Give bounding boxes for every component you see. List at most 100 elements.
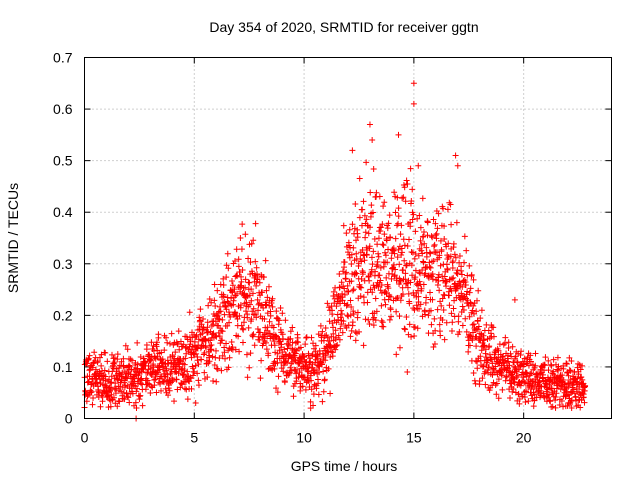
data-point [480, 336, 487, 343]
data-point [91, 349, 98, 356]
data-point [528, 392, 535, 399]
data-point [172, 349, 179, 356]
data-point [545, 357, 552, 364]
data-point [458, 290, 465, 297]
data-point [140, 366, 147, 373]
data-point [263, 339, 270, 346]
data-point [552, 404, 559, 411]
data-point [509, 343, 516, 350]
data-point [391, 250, 398, 257]
data-point [458, 271, 465, 278]
data-point [212, 302, 219, 309]
data-point [527, 352, 534, 359]
data-point [399, 195, 406, 202]
data-point [345, 322, 352, 329]
data-point [388, 255, 395, 262]
data-point [461, 259, 468, 266]
data-point [463, 247, 470, 254]
data-point [459, 303, 466, 310]
data-point [280, 335, 287, 342]
data-point [433, 230, 440, 237]
data-point [406, 321, 413, 328]
data-point [510, 385, 517, 392]
data-point [94, 358, 101, 365]
data-point [550, 356, 557, 363]
data-point [197, 306, 204, 313]
data-point [345, 249, 352, 256]
data-point [416, 212, 423, 219]
y-tick-label: 0.4 [53, 204, 73, 220]
data-point [277, 305, 284, 312]
data-point [143, 341, 150, 348]
data-point [193, 332, 200, 339]
data-point [219, 328, 226, 335]
data-point [366, 121, 373, 128]
data-point [183, 386, 190, 393]
data-point [400, 266, 407, 273]
data-point [321, 376, 328, 383]
data-point [375, 235, 382, 242]
data-point [412, 250, 419, 257]
data-point [226, 319, 233, 326]
data-point [463, 291, 470, 298]
data-point [377, 264, 384, 271]
data-point [208, 341, 215, 348]
data-point [144, 369, 151, 376]
data-point [415, 293, 422, 300]
data-point [303, 334, 310, 341]
data-point [336, 271, 343, 278]
data-point [410, 80, 417, 87]
data-point [385, 285, 392, 292]
data-point [499, 386, 506, 393]
data-point [401, 184, 408, 191]
data-point [200, 351, 207, 358]
data-point [315, 369, 322, 376]
data-point [565, 383, 572, 390]
data-point [428, 273, 435, 280]
data-point [169, 378, 176, 385]
data-point [348, 251, 355, 258]
data-point [115, 397, 122, 404]
data-point [348, 327, 355, 334]
data-point [255, 307, 262, 314]
data-point [516, 395, 523, 402]
data-point [112, 400, 119, 407]
data-point [223, 262, 230, 269]
data-point [265, 283, 272, 290]
data-point [345, 288, 352, 295]
data-point [314, 355, 321, 362]
data-point [427, 289, 434, 296]
data-point [395, 220, 402, 227]
data-point [428, 233, 435, 240]
data-point [209, 353, 216, 360]
data-point [101, 367, 108, 374]
data-point [423, 253, 430, 260]
data-point [477, 315, 484, 322]
data-point [217, 325, 224, 332]
data-point [262, 257, 269, 264]
data-point [464, 272, 471, 279]
data-point [155, 334, 162, 341]
data-point [315, 380, 322, 387]
data-point [353, 237, 360, 244]
data-point [560, 365, 567, 372]
data-point [456, 253, 463, 260]
data-point [566, 354, 573, 361]
data-point [440, 307, 447, 314]
data-point [343, 269, 350, 276]
data-point [221, 349, 228, 356]
data-point [226, 354, 233, 361]
data-point [341, 285, 348, 292]
data-point [265, 366, 272, 373]
data-point [175, 328, 182, 335]
data-point [198, 356, 205, 363]
data-point [370, 316, 377, 323]
data-point [579, 376, 586, 383]
data-point [206, 296, 213, 303]
data-point [322, 325, 329, 332]
data-point [362, 234, 369, 241]
data-point [166, 340, 173, 347]
data-point [133, 388, 140, 395]
data-point [126, 362, 133, 369]
data-point [348, 304, 355, 311]
